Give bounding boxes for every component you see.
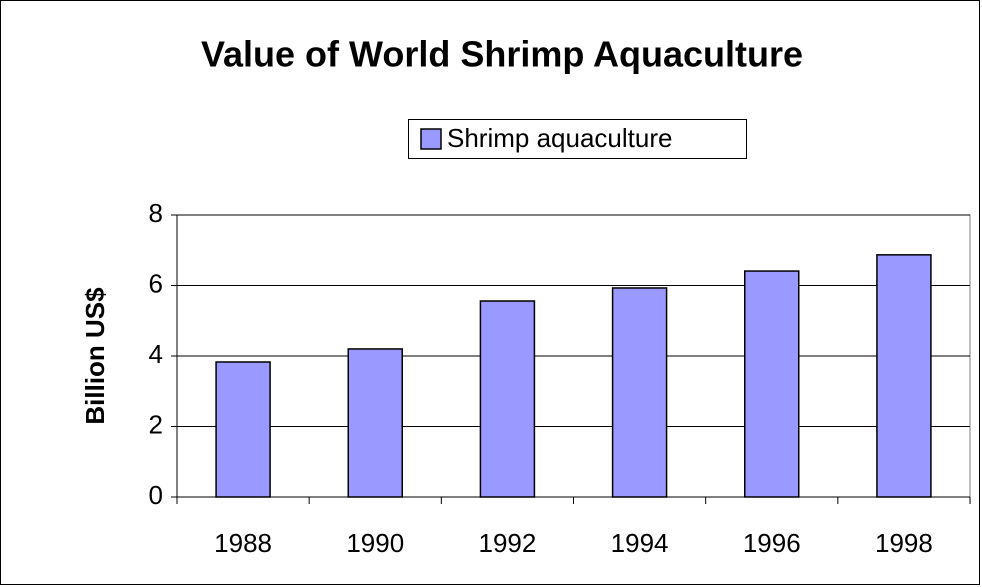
legend-box xyxy=(408,119,747,159)
y-tick-label: 0 xyxy=(149,480,163,510)
y-tick-label: 8 xyxy=(149,198,163,228)
y-tick-label: 4 xyxy=(149,339,163,369)
bar xyxy=(611,287,668,498)
legend-swatch xyxy=(420,128,442,150)
bar xyxy=(215,361,271,498)
chart-title: Value of World Shrimp Aquaculture xyxy=(201,34,803,75)
y-tick-label: 2 xyxy=(149,409,163,439)
bar xyxy=(347,348,403,498)
bar xyxy=(744,270,800,498)
x-tick-label: 1996 xyxy=(743,528,801,558)
x-tick-label: 1990 xyxy=(346,528,404,558)
x-tick-label: 1992 xyxy=(478,528,536,558)
bar xyxy=(876,254,932,498)
x-tick-label: 1988 xyxy=(214,528,272,558)
x-tick-label: 1994 xyxy=(611,528,669,558)
x-tick-label: 1998 xyxy=(875,528,933,558)
bar xyxy=(479,300,536,498)
y-tick-label: 6 xyxy=(149,268,163,298)
y-axis-label: Billion US$ xyxy=(80,287,110,425)
legend-label: Shrimp aquaculture xyxy=(447,123,672,153)
